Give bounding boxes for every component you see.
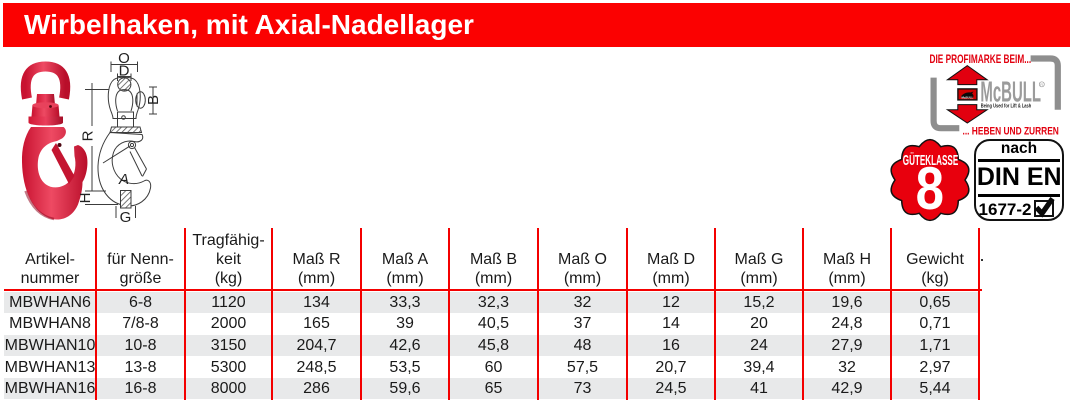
svg-text:McBULL: McBULL — [962, 95, 974, 99]
svg-text:H: H — [77, 193, 94, 204]
svg-text:DIE PROFIMARKE BEIM...: DIE PROFIMARKE BEIM... — [930, 54, 1032, 67]
svg-text:R: R — [80, 130, 97, 141]
svg-text:Being Used for Lift & Lash: Being Used for Lift & Lash — [981, 103, 1031, 110]
svg-text:McBULL: McBULL — [980, 75, 1041, 108]
svg-text:R: R — [1040, 83, 1043, 87]
svg-text:D: D — [119, 63, 130, 80]
svg-text:B: B — [145, 95, 162, 105]
svg-text:GÜTEKLASSE: GÜTEKLASSE — [903, 152, 959, 168]
svg-text:O: O — [118, 50, 130, 67]
svg-text:8: 8 — [916, 155, 944, 222]
svg-text:A: A — [118, 171, 129, 188]
svg-text:G: G — [120, 209, 132, 226]
svg-text:... HEBEN UND ZURREN: ... HEBEN UND ZURREN — [963, 125, 1059, 138]
